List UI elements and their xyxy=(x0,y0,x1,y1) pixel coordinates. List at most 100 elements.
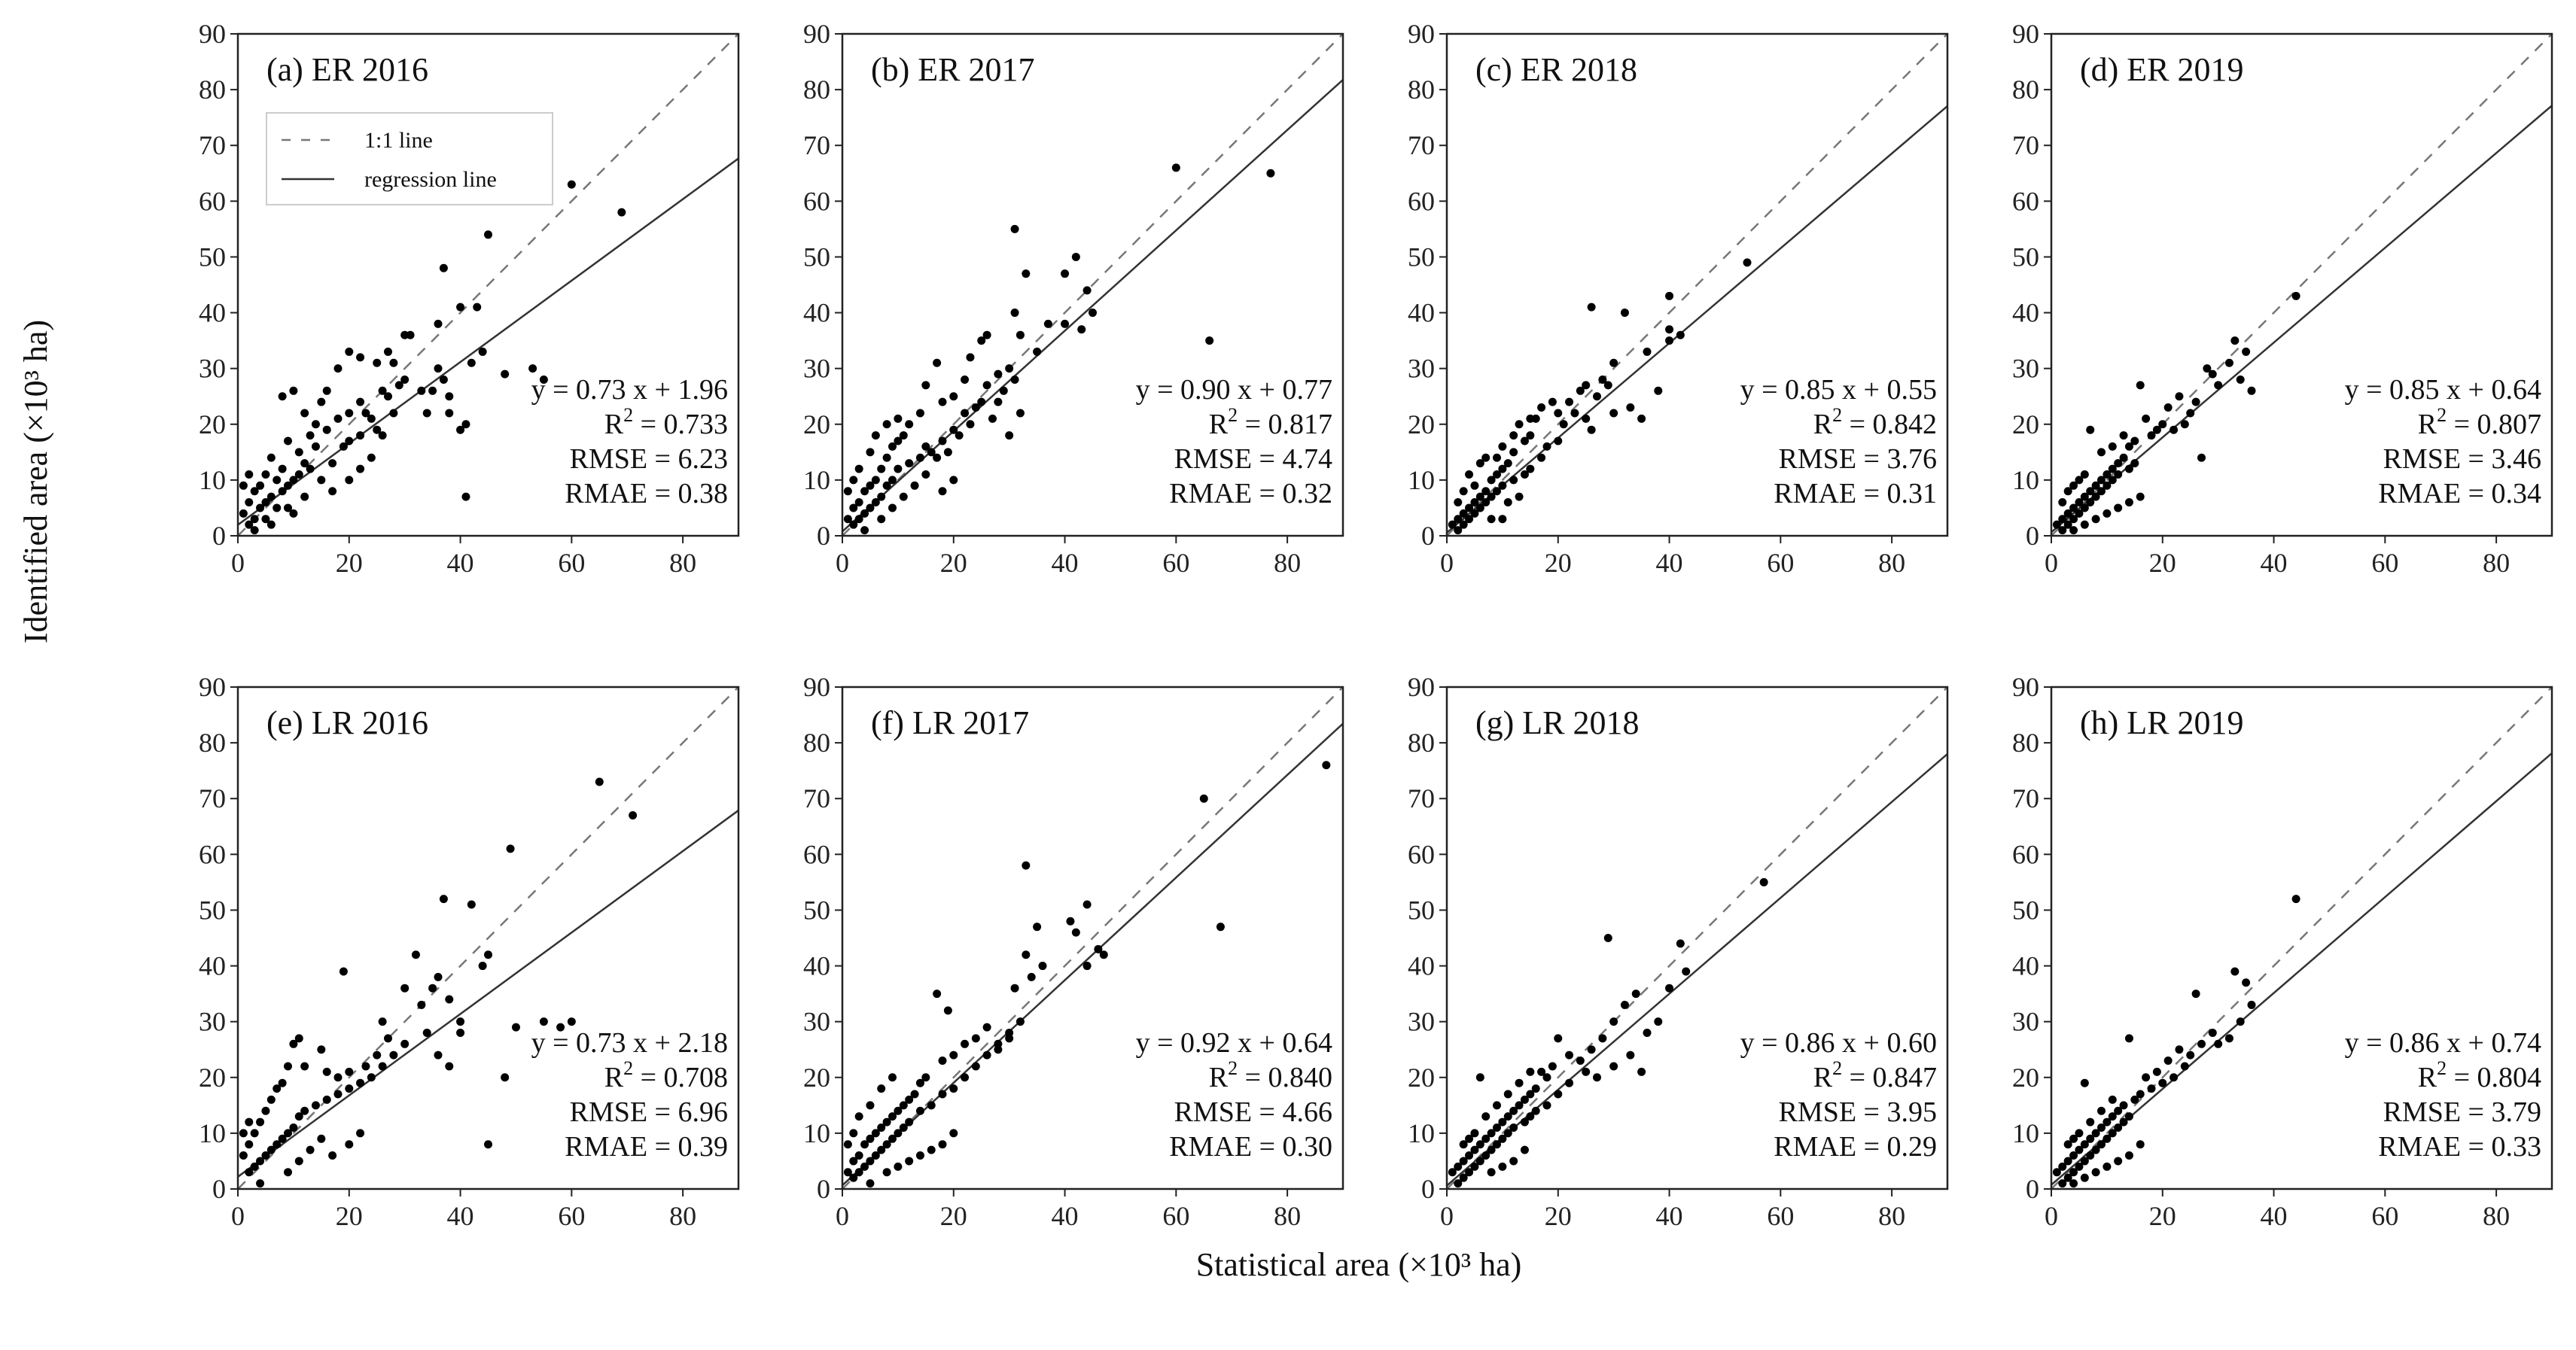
data-point xyxy=(2114,1123,2123,1132)
data-point xyxy=(1481,1134,1490,1143)
data-point xyxy=(1626,403,1635,412)
data-point xyxy=(1582,1067,1591,1076)
data-point xyxy=(882,481,891,490)
data-point xyxy=(1593,392,1601,401)
data-point xyxy=(1465,1151,1474,1160)
data-point xyxy=(1171,163,1180,172)
data-point xyxy=(2058,1162,2067,1171)
data-point xyxy=(1493,453,1501,462)
data-point xyxy=(250,487,259,496)
data-point xyxy=(434,364,443,373)
y-tick-label: 40 xyxy=(803,951,830,981)
x-tick-label: 40 xyxy=(447,1201,474,1231)
data-point xyxy=(2142,414,2151,423)
regression-line xyxy=(2051,752,2552,1186)
data-point xyxy=(306,464,315,473)
data-point xyxy=(860,1162,869,1171)
data-point xyxy=(882,1117,891,1127)
panel-title: (g) LR 2018 xyxy=(1475,704,1640,741)
x-tick-label: 0 xyxy=(231,548,245,578)
data-point xyxy=(871,1151,880,1160)
r-squared-value: = 0.807 xyxy=(2447,409,2541,440)
data-point xyxy=(2075,1162,2084,1171)
data-point xyxy=(1743,258,1752,267)
data-point xyxy=(938,487,947,496)
data-point xyxy=(2108,442,2117,451)
y-tick-label: 80 xyxy=(2012,728,2039,758)
data-point xyxy=(461,420,470,429)
data-point xyxy=(2052,520,2061,529)
data-point xyxy=(1542,442,1551,451)
data-point xyxy=(322,1067,331,1076)
y-tick-label: 40 xyxy=(803,298,830,328)
data-point xyxy=(345,409,354,418)
data-point xyxy=(938,1057,947,1066)
data-point xyxy=(250,526,259,535)
data-point xyxy=(888,1073,897,1082)
x-tick-label: 60 xyxy=(1162,548,1189,578)
x-tick-label: 80 xyxy=(1274,548,1301,578)
data-point xyxy=(899,431,908,440)
data-point xyxy=(2180,420,2189,429)
data-point xyxy=(982,1023,991,1032)
data-point xyxy=(2124,442,2133,451)
data-point xyxy=(871,498,880,507)
data-point xyxy=(1526,1067,1535,1076)
data-point xyxy=(284,1129,292,1138)
one-to-one-line xyxy=(238,687,738,1189)
legend-label-regression: regression line xyxy=(364,167,497,192)
data-point xyxy=(1033,347,1042,356)
data-point xyxy=(445,995,454,1004)
data-point xyxy=(478,347,487,356)
data-point xyxy=(1470,1129,1479,1138)
y-tick-label: 40 xyxy=(2012,951,2039,981)
y-tick-label: 60 xyxy=(1408,186,1435,216)
data-point xyxy=(2124,1034,2133,1043)
y-tick-label: 40 xyxy=(199,951,226,981)
data-point xyxy=(1503,1090,1512,1099)
data-point xyxy=(1609,1017,1618,1026)
data-point xyxy=(961,409,970,418)
data-point xyxy=(1493,487,1501,496)
data-point xyxy=(2097,448,2106,457)
plot-frame xyxy=(236,32,740,537)
data-point xyxy=(2052,1168,2061,1177)
data-point xyxy=(2124,464,2133,473)
data-point xyxy=(311,442,320,451)
data-point xyxy=(2136,492,2145,501)
data-point xyxy=(1520,436,1529,445)
data-point xyxy=(389,358,398,367)
data-point xyxy=(1465,503,1474,512)
regression-line xyxy=(842,722,1343,1187)
data-point xyxy=(1554,1090,1563,1099)
data-point xyxy=(250,515,259,524)
data-point xyxy=(2130,1095,2139,1104)
data-point xyxy=(1526,1112,1535,1121)
data-point xyxy=(894,414,903,423)
data-point xyxy=(1515,420,1524,429)
data-point xyxy=(1022,950,1031,959)
data-point xyxy=(854,1168,863,1177)
x-tick-label: 80 xyxy=(1274,1201,1301,1231)
data-point xyxy=(373,425,382,434)
panel-title: (b) ER 2017 xyxy=(871,51,1035,88)
data-point xyxy=(1531,1106,1540,1115)
data-point xyxy=(966,353,975,362)
data-point xyxy=(284,503,292,512)
regression-equation: y = 0.86 x + 0.60 xyxy=(1740,1027,1937,1059)
data-point xyxy=(866,481,875,490)
data-point xyxy=(284,436,292,445)
data-point xyxy=(256,1157,265,1166)
data-point xyxy=(843,515,852,524)
scatter-points xyxy=(239,777,638,1188)
data-point xyxy=(949,425,958,434)
data-point xyxy=(905,1095,914,1104)
data-point xyxy=(1548,1062,1557,1071)
data-point xyxy=(2130,459,2139,468)
data-point xyxy=(411,950,420,959)
chart-panel-h: 0 20 40 60 80 0 10 20 30 40 50 60 70 80 90 (h) LR 2019 y… xyxy=(2012,672,2553,1231)
x-tick-label: 80 xyxy=(1878,548,1905,578)
r-squared-superscript: 2 xyxy=(1228,404,1238,426)
data-point xyxy=(2119,453,2128,462)
data-point xyxy=(311,420,320,429)
